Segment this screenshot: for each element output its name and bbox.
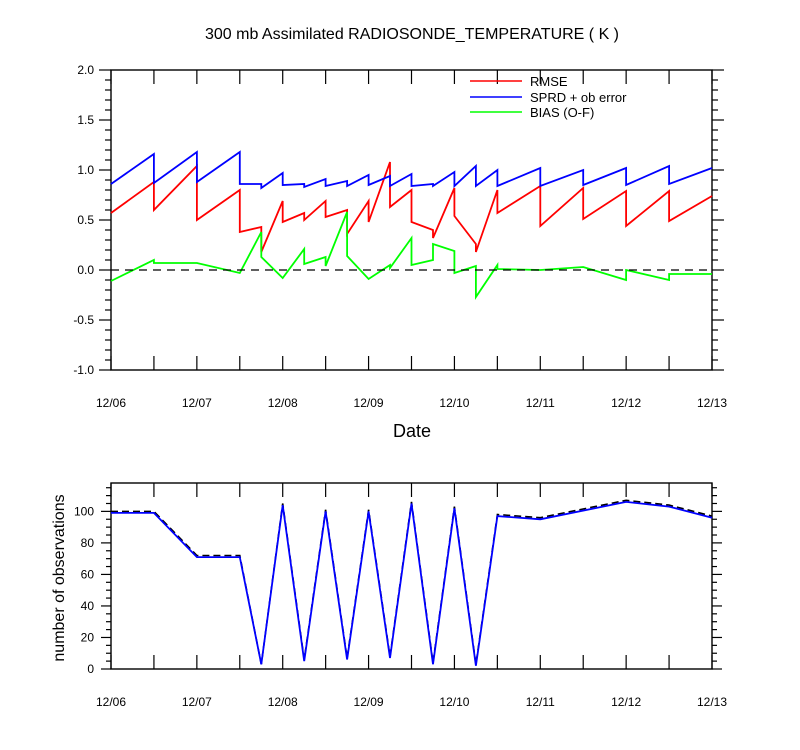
bottom-xtick-label-1: 12/07 [182, 695, 212, 709]
bottom-plot-frame [110, 482, 713, 670]
series-bias [110, 211, 712, 300]
bottom-x-ticks: 12/06 12/07 12/08 12/09 12/10 12/11 12/12 12/13 [96, 483, 727, 709]
top-xtick-label-5: 12/11 [526, 396, 555, 410]
legend-label-rmse: RMSE [530, 74, 568, 89]
bottom-ytick-label-5: 100 [74, 504, 94, 518]
bottom-xtick-label-0: 12/06 [96, 695, 126, 709]
bottom-xtick-label-4: 12/10 [439, 695, 469, 709]
bottom-xtick-label-3: 12/09 [354, 695, 384, 709]
top-ytick-label-4: 1.0 [77, 163, 94, 177]
top-xtick-label-1: 12/07 [182, 396, 212, 410]
top-xtick-label-6: 12/12 [611, 396, 641, 410]
bottom-xtick-label-7: 12/13 [697, 695, 727, 709]
top-ytick-label-1: -0.5 [73, 313, 94, 327]
top-ytick-label-3: 0.5 [77, 213, 94, 227]
bottom-ytick-label-2: 40 [81, 599, 95, 613]
bottom-y-ticks: 0 20 40 60 80 100 [74, 487, 722, 676]
bottom-ytick-label-4: 80 [81, 536, 95, 550]
top-xtick-label-4: 12/10 [439, 396, 469, 410]
bottom-ytick-label-1: 20 [81, 630, 95, 644]
top-y-ticks: -1.0 -0.5 0.0 0.5 1.0 1.5 2.0 [73, 63, 724, 377]
bottom-xtick-label-2: 12/08 [268, 695, 298, 709]
top-panel: 12/06 12/07 12/08 12/09 12/10 12/11 12/12 12/13… [73, 63, 727, 441]
bottom-xtick-label-6: 12/12 [611, 695, 641, 709]
bottom-ytick-label-3: 60 [81, 567, 95, 581]
series-observations-total [111, 499, 713, 665]
top-xtick-label-3: 12/09 [354, 396, 384, 410]
top-xtick-label-2: 12/08 [268, 396, 298, 410]
top-ytick-label-0: -1.0 [73, 363, 94, 377]
top-ytick-label-5: 1.5 [77, 113, 94, 127]
legend: RMSE SPRD + ob error BIAS (O-F) [470, 74, 627, 120]
top-ytick-label-2: 0.0 [77, 263, 94, 277]
chart-title: 300 mb Assimilated RADIOSONDE_TEMPERATUR… [205, 26, 619, 43]
bottom-ytick-label-0: 0 [87, 662, 94, 676]
series-sprd-ob-error [110, 150, 713, 190]
x-axis-title: Date [393, 421, 431, 441]
top-xtick-label-0: 12/06 [96, 396, 126, 410]
bottom-xtick-label-5: 12/11 [526, 695, 555, 709]
top-ytick-label-6: 2.0 [77, 63, 94, 77]
legend-label-sprd: SPRD + ob error [530, 90, 627, 105]
y-axis-title-observations: number of observations [51, 494, 68, 661]
top-series-group [110, 150, 713, 300]
top-x-ticks: 12/06 12/07 12/08 12/09 12/10 12/11 12/12 12/13 [96, 70, 727, 410]
top-xtick-label-7: 12/13 [697, 396, 727, 410]
series-observations-assimilated [111, 500, 713, 666]
legend-label-bias: BIAS (O-F) [530, 105, 594, 120]
bottom-series-group [111, 499, 713, 666]
bottom-panel: 12/06 12/07 12/08 12/09 12/10 12/11 12/12 12/13… [51, 482, 727, 709]
